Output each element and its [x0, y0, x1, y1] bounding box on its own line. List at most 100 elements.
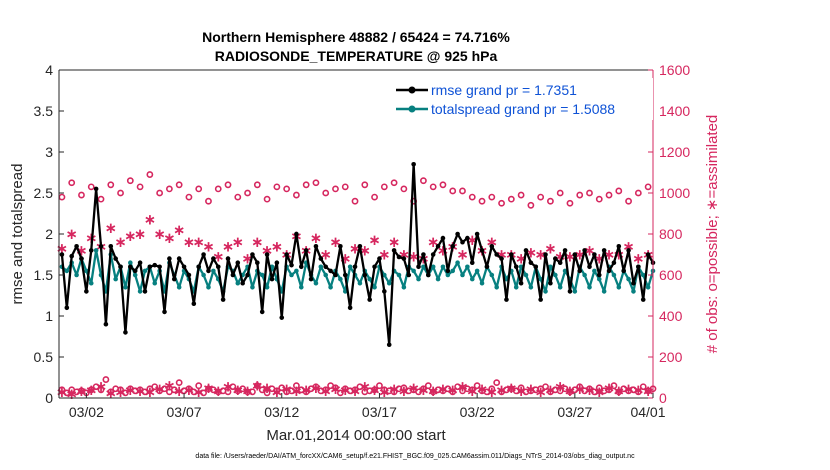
obs-possible-point: [615, 388, 623, 396]
obs-possible-point: [595, 195, 603, 203]
rmse-point: [147, 264, 153, 270]
obs-assimilated-point: ∗: [163, 229, 176, 247]
obs-possible-point: [141, 388, 149, 396]
obs-possible-point: [322, 386, 330, 394]
totalspread-point: [557, 285, 563, 290]
obs-assimilated-point: ∗: [388, 380, 401, 398]
obs-assimilated-point: ∗: [114, 233, 127, 251]
totalspread-point: [128, 260, 133, 266]
obs-assimilated-point: ∗: [398, 246, 411, 264]
obs-possible-point: [454, 383, 462, 391]
rmse-point: [450, 244, 456, 249]
rmse-point: [587, 264, 592, 270]
rmse-point: [391, 248, 397, 253]
totalspread-point: [323, 272, 329, 278]
rmse-point: [352, 264, 358, 270]
obs-assimilated-point: ∗: [495, 246, 508, 264]
obs-assimilated-point: ∗: [231, 233, 244, 251]
obs-possible-point: [371, 193, 378, 201]
totalspread-point: [338, 276, 343, 282]
rmse-point: [465, 235, 470, 241]
rmse-point: [626, 248, 631, 253]
rmse-point: [474, 231, 480, 237]
totalspread-point: [411, 268, 416, 274]
obs-possible-point: [170, 386, 178, 394]
x-tick-label: 03/17: [362, 404, 397, 420]
rmse-point: [220, 297, 226, 302]
obs-possible-point: [273, 387, 281, 395]
obs-possible-point: [488, 193, 496, 201]
obs-possible-point: [332, 185, 339, 193]
obs-assimilated-point: ∗: [153, 225, 166, 243]
obs-assimilated-point: ∗: [280, 380, 293, 398]
y-tick-label: 0: [45, 390, 53, 406]
obs-assimilated-point: ∗: [486, 233, 499, 251]
totalspread-point: [264, 285, 270, 290]
rmse-line: [60, 163, 654, 346]
totalspread-point: [611, 272, 617, 278]
obs-assimilated-point: ∗: [310, 229, 323, 247]
totalspread-point: [455, 260, 460, 266]
obs-possible-point: [175, 379, 183, 387]
rmse-point: [294, 231, 299, 237]
legend-label-spread: totalspread grand pr = 1.5088: [431, 101, 615, 117]
obs-possible-point: [63, 389, 71, 397]
x-tick-label: 03/22: [460, 404, 495, 420]
totalspread-point: [494, 285, 499, 290]
obs-possible-point: [205, 197, 212, 205]
totalspread-point: [298, 285, 304, 290]
obs-assimilated-point: ∗: [534, 383, 547, 401]
obs-assimilated-point: ∗: [173, 382, 186, 400]
rmse-point: [567, 289, 573, 294]
rmse-point: [601, 248, 607, 253]
obs-assimilated-point: ∗: [622, 380, 635, 398]
rmse-point: [191, 301, 197, 307]
obs-possible-point: [610, 382, 618, 390]
obs-assimilated-point: ∗: [212, 382, 225, 400]
obs-possible-point: [376, 382, 383, 390]
totalspread-point: [553, 272, 558, 278]
obs-assimilated-point: ∗: [134, 225, 147, 243]
obs-assimilated-point: ∗: [622, 237, 635, 255]
obs-possible-point: [332, 384, 339, 392]
obs-possible-point: [97, 386, 105, 394]
obs-assimilated-point: ∗: [65, 225, 78, 243]
obs-possible-point: [478, 197, 486, 205]
obs-assimilated-point: ∗: [173, 221, 186, 239]
obs-possible-point: [229, 383, 237, 391]
x-tick-label: 03/02: [69, 404, 104, 420]
y-tick-label: 1: [45, 308, 53, 324]
totalspread-point: [132, 272, 138, 278]
rmse-point: [548, 280, 553, 286]
obs-assimilated-point: ∗: [202, 237, 215, 255]
totalspread-point: [357, 280, 363, 286]
obs-assimilated-point: ∗: [251, 377, 264, 395]
obs-assimilated-point: ∗: [583, 381, 596, 399]
obs-assimilated-point: ∗: [378, 383, 391, 401]
rmse-point: [264, 252, 270, 257]
rmse-point: [113, 256, 118, 261]
totalspread-point: [587, 285, 592, 290]
totalspread-point: [74, 272, 79, 278]
rmse-point: [338, 244, 343, 249]
rmse-point: [367, 297, 372, 302]
obs-assimilated-point: ∗: [183, 233, 196, 251]
totalspread-point: [235, 280, 241, 286]
obs-possible-point: [312, 383, 320, 391]
rmse-point: [382, 289, 387, 294]
obs-possible-point: [517, 191, 525, 199]
y-right-tick-label: 400: [659, 308, 683, 324]
totalspread-point: [289, 272, 294, 278]
y-right-tick-label: 1600: [659, 62, 690, 78]
rmse-point: [308, 276, 314, 282]
rmse-point: [484, 264, 490, 270]
legend-label-rmse: rmse grand pr = 1.7351: [431, 82, 577, 98]
obs-possible-point: [146, 171, 154, 178]
rmse-point: [357, 244, 363, 249]
totalspread-point: [137, 289, 143, 294]
legend-box: [391, 78, 653, 120]
obs-possible-point: [185, 193, 193, 201]
totalspread-point: [640, 272, 646, 278]
rmse-point: [577, 268, 583, 274]
obs-assimilated-point: ∗: [554, 378, 567, 396]
